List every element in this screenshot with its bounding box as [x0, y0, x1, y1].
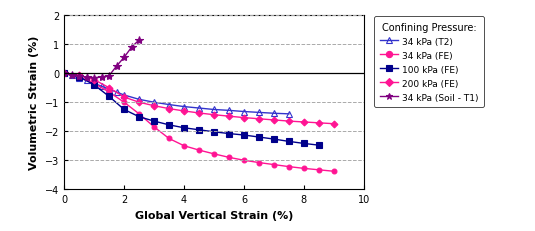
100 kPa (FE)	[286, 140, 292, 143]
Line: 200 kPa (FE): 200 kPa (FE)	[62, 72, 337, 127]
100 kPa (FE)	[106, 96, 112, 98]
34 kPa (T2)	[241, 111, 247, 113]
34 kPa (Soil - T1)	[91, 77, 97, 80]
34 kPa (FE)	[226, 156, 232, 159]
200 kPa (FE)	[136, 101, 142, 104]
34 kPa (Soil - T1)	[61, 73, 67, 75]
34 kPa (FE)	[211, 153, 217, 156]
34 kPa (T2)	[68, 75, 75, 77]
34 kPa (FE)	[286, 165, 292, 168]
34 kPa (Soil - T1)	[106, 75, 112, 78]
34 kPa (FE)	[166, 137, 172, 140]
Legend: 34 kPa (T2), 34 kPa (FE), 100 kPa (FE), 200 kPa (FE), 34 kPa (Soil - T1): 34 kPa (T2), 34 kPa (FE), 100 kPa (FE), …	[374, 17, 484, 107]
200 kPa (FE)	[151, 105, 157, 108]
200 kPa (FE)	[76, 75, 82, 77]
200 kPa (FE)	[106, 87, 112, 90]
100 kPa (FE)	[256, 136, 262, 139]
200 kPa (FE)	[316, 122, 322, 125]
34 kPa (FE)	[151, 126, 157, 129]
34 kPa (FE)	[241, 159, 247, 162]
100 kPa (FE)	[166, 124, 172, 127]
34 kPa (Soil - T1)	[136, 39, 142, 42]
34 kPa (Soil - T1)	[121, 57, 127, 59]
34 kPa (T2)	[76, 77, 82, 80]
100 kPa (FE)	[121, 109, 127, 111]
34 kPa (T2)	[286, 113, 292, 116]
34 kPa (FE)	[121, 101, 127, 104]
100 kPa (FE)	[151, 120, 157, 123]
100 kPa (FE)	[226, 133, 232, 135]
34 kPa (Soil - T1)	[83, 76, 90, 79]
X-axis label: Global Vertical Strain (%): Global Vertical Strain (%)	[135, 210, 293, 220]
34 kPa (T2)	[61, 73, 67, 75]
200 kPa (FE)	[121, 96, 127, 99]
200 kPa (FE)	[331, 123, 337, 126]
100 kPa (FE)	[61, 73, 67, 75]
34 kPa (FE)	[76, 76, 82, 79]
34 kPa (T2)	[151, 101, 157, 104]
34 kPa (Soil - T1)	[113, 65, 120, 68]
200 kPa (FE)	[196, 112, 202, 115]
100 kPa (FE)	[316, 144, 322, 147]
34 kPa (FE)	[301, 167, 307, 170]
200 kPa (FE)	[271, 119, 277, 122]
34 kPa (FE)	[136, 113, 142, 116]
34 kPa (Soil - T1)	[76, 75, 82, 78]
200 kPa (FE)	[181, 110, 187, 113]
100 kPa (FE)	[211, 131, 217, 134]
34 kPa (FE)	[106, 91, 112, 94]
34 kPa (FE)	[181, 145, 187, 148]
34 kPa (T2)	[271, 112, 277, 115]
100 kPa (FE)	[181, 127, 187, 130]
100 kPa (FE)	[271, 138, 277, 141]
34 kPa (T2)	[98, 85, 105, 88]
34 kPa (FE)	[91, 83, 97, 85]
Line: 34 kPa (T2): 34 kPa (T2)	[62, 71, 292, 117]
34 kPa (T2)	[83, 80, 90, 82]
34 kPa (T2)	[113, 91, 120, 94]
200 kPa (FE)	[226, 115, 232, 118]
34 kPa (FE)	[256, 161, 262, 164]
100 kPa (FE)	[241, 134, 247, 137]
34 kPa (FE)	[316, 169, 322, 171]
34 kPa (Soil - T1)	[68, 74, 75, 77]
Y-axis label: Volumetric Strain (%): Volumetric Strain (%)	[29, 36, 40, 170]
200 kPa (FE)	[301, 121, 307, 124]
Line: 100 kPa (FE): 100 kPa (FE)	[62, 71, 322, 148]
100 kPa (FE)	[301, 142, 307, 145]
34 kPa (T2)	[91, 83, 97, 85]
100 kPa (FE)	[136, 116, 142, 119]
200 kPa (FE)	[166, 108, 172, 111]
34 kPa (T2)	[106, 88, 112, 91]
100 kPa (FE)	[196, 129, 202, 132]
200 kPa (FE)	[241, 117, 247, 119]
34 kPa (FE)	[196, 149, 202, 152]
34 kPa (T2)	[181, 106, 187, 109]
100 kPa (FE)	[91, 84, 97, 87]
34 kPa (FE)	[331, 170, 337, 173]
200 kPa (FE)	[211, 114, 217, 117]
34 kPa (T2)	[136, 98, 142, 101]
200 kPa (FE)	[91, 79, 97, 82]
34 kPa (T2)	[166, 104, 172, 106]
200 kPa (FE)	[61, 73, 67, 75]
34 kPa (FE)	[61, 73, 67, 75]
34 kPa (T2)	[121, 94, 127, 97]
100 kPa (FE)	[76, 76, 82, 79]
200 kPa (FE)	[256, 118, 262, 121]
34 kPa (T2)	[226, 109, 232, 112]
200 kPa (FE)	[286, 120, 292, 123]
34 kPa (FE)	[271, 164, 277, 166]
34 kPa (Soil - T1)	[128, 47, 135, 49]
34 kPa (T2)	[256, 112, 262, 114]
34 kPa (T2)	[196, 107, 202, 110]
Line: 34 kPa (Soil - T1): 34 kPa (Soil - T1)	[60, 36, 143, 82]
34 kPa (Soil - T1)	[98, 76, 105, 79]
Line: 34 kPa (FE): 34 kPa (FE)	[62, 72, 337, 174]
34 kPa (T2)	[211, 109, 217, 111]
